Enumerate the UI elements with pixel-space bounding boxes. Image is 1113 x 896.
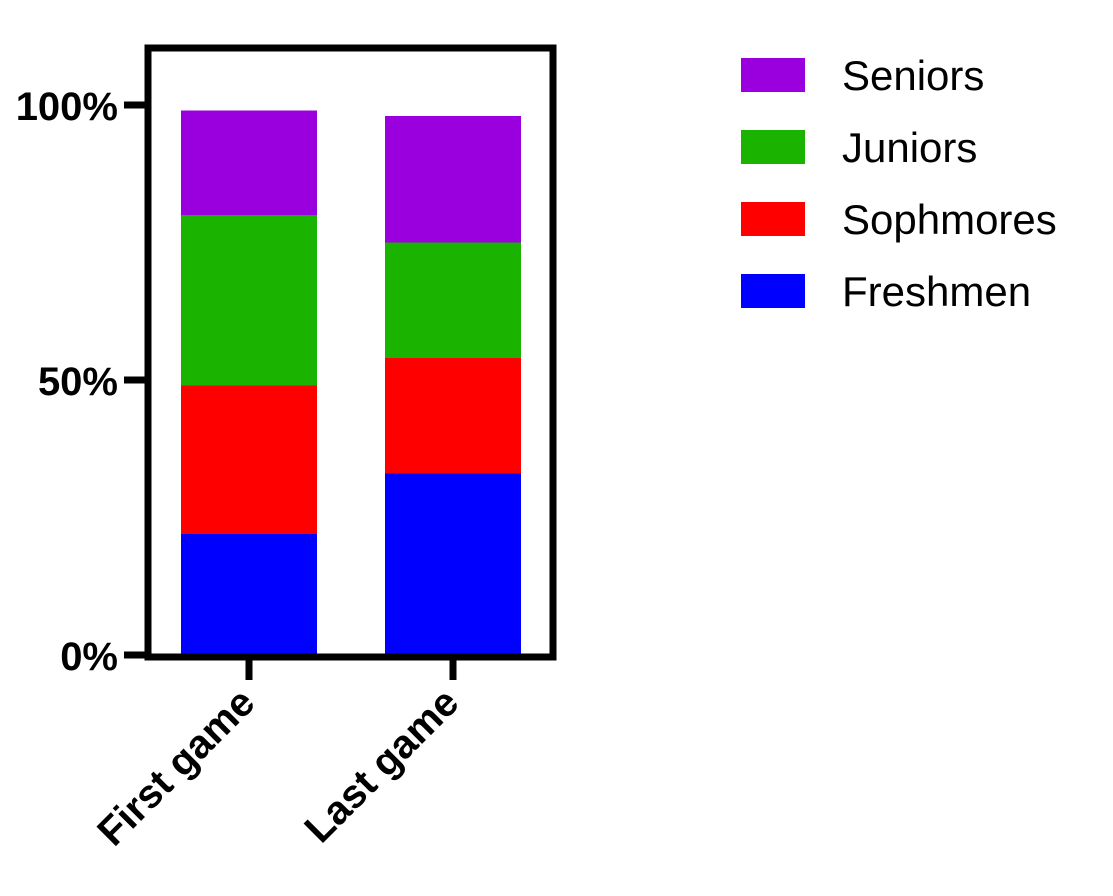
legend: Seniors Juniors Sophmores Freshmen [741, 52, 1057, 315]
y-tick-label: 0% [60, 635, 118, 679]
legend-swatch-juniors [741, 130, 805, 164]
plot-frame [144, 44, 557, 661]
legend-swatch-sophmores [741, 202, 805, 236]
y-tick-label: 50% [38, 360, 118, 404]
bar-seniors-1 [181, 110, 317, 215]
bar-juniors-1 [181, 215, 317, 386]
bar-freshmen-1 [181, 534, 317, 655]
x-axis: First game Last game [89, 657, 467, 854]
bar-sophmores-1 [181, 385, 317, 534]
legend-label-sophmores: Sophmores [842, 196, 1057, 243]
legend-swatch-freshmen [741, 274, 805, 308]
bar-seniors-2 [385, 116, 521, 243]
x-tick-label: Last game [296, 680, 467, 851]
bar-juniors-2 [385, 242, 521, 358]
x-tick-label: First game [89, 680, 263, 854]
y-tick-label: 100% [16, 85, 118, 129]
y-axis: 0% 50% 100% [16, 85, 148, 679]
legend-swatch-seniors [741, 58, 805, 92]
bar-sophmores-2 [385, 358, 521, 474]
bar-freshmen-2 [385, 473, 521, 655]
bars-group [181, 110, 521, 655]
legend-label-freshmen: Freshmen [842, 268, 1031, 315]
legend-label-juniors: Juniors [842, 124, 977, 171]
legend-label-seniors: Seniors [842, 52, 984, 99]
